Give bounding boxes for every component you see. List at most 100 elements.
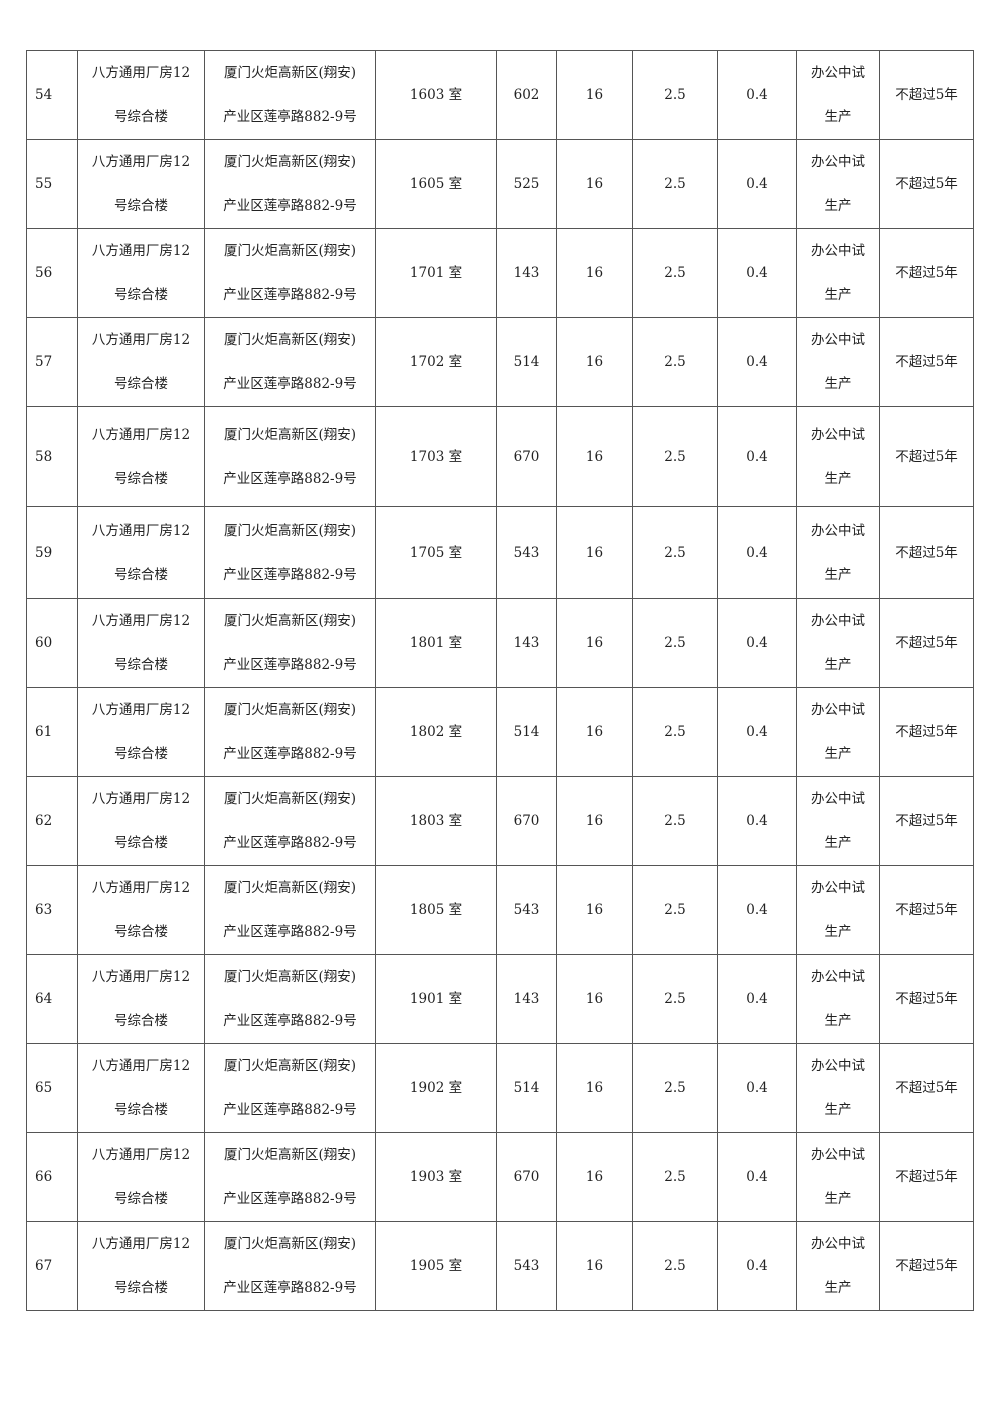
value-cell: 0.4 [717, 954, 797, 1044]
address-cell: 厦门火炬高新区(翔安) 产业区莲亭路882-9号 [204, 1043, 376, 1133]
use-line: 生产 [824, 1013, 852, 1029]
use-line: 办公中试 [811, 332, 865, 348]
address-line: 产业区莲亭路882-9号 [223, 287, 357, 303]
room-cell: 1703 室 [375, 406, 497, 507]
table-row: 66 八方通用厂房12 号综合楼 厦门火炬高新区(翔安) 产业区莲亭路882-9号 190… [26, 1132, 974, 1222]
address-line: 产业区莲亭路882-9号 [223, 109, 357, 125]
address-cell: 厦门火炬高新区(翔安) 产业区莲亭路882-9号 [204, 687, 376, 777]
row-number: 64 [26, 954, 78, 1044]
building-cell: 八方通用厂房12 号综合楼 [77, 1132, 205, 1222]
use-line: 办公中试 [811, 426, 865, 443]
value-cell: 2.5 [632, 1132, 718, 1222]
address-cell: 厦门火炬高新区(翔安) 产业区莲亭路882-9号 [204, 228, 376, 318]
building-cell: 八方通用厂房12 号综合楼 [77, 1221, 205, 1311]
address-line: 产业区莲亭路882-9号 [223, 376, 357, 392]
value-cell: 0.4 [717, 139, 797, 229]
term-cell: 不超过5年 [879, 50, 974, 140]
address-line: 厦门火炬高新区(翔安) [223, 613, 357, 629]
use-cell: 办公中试 生产 [796, 1043, 880, 1133]
address-line: 厦门火炬高新区(翔安) [223, 1147, 357, 1163]
use-line: 生产 [824, 1191, 852, 1207]
area-cell: 143 [496, 228, 557, 318]
address-line: 厦门火炬高新区(翔安) [223, 426, 357, 443]
value-cell: 16 [556, 598, 633, 688]
value-cell: 2.5 [632, 776, 718, 866]
term-cell: 不超过5年 [879, 1132, 974, 1222]
address-cell: 厦门火炬高新区(翔安) 产业区莲亭路882-9号 [204, 1132, 376, 1222]
address-line: 产业区莲亭路882-9号 [223, 746, 357, 762]
address-line: 厦门火炬高新区(翔安) [223, 702, 357, 718]
address-line: 产业区莲亭路882-9号 [223, 657, 357, 673]
use-line: 办公中试 [811, 1147, 865, 1163]
table-row: 62 八方通用厂房12 号综合楼 厦门火炬高新区(翔安) 产业区莲亭路882-9号 180… [26, 776, 974, 866]
value-cell: 2.5 [632, 1043, 718, 1133]
value-cell: 0.4 [717, 506, 797, 599]
value-cell: 16 [556, 139, 633, 229]
value-cell: 2.5 [632, 317, 718, 407]
table-row: 59 八方通用厂房12 号综合楼 厦门火炬高新区(翔安) 产业区莲亭路882-9号 170… [26, 506, 974, 599]
term-cell: 不超过5年 [879, 954, 974, 1044]
term-cell: 不超过5年 [879, 1043, 974, 1133]
use-line: 办公中试 [811, 154, 865, 170]
area-cell: 670 [496, 776, 557, 866]
building-line: 八方通用厂房12 [91, 702, 191, 718]
building-line: 八方通用厂房12 [91, 65, 191, 81]
table-row: 63 八方通用厂房12 号综合楼 厦门火炬高新区(翔安) 产业区莲亭路882-9号 180… [26, 865, 974, 955]
term-cell: 不超过5年 [879, 228, 974, 318]
table-row: 65 八方通用厂房12 号综合楼 厦门火炬高新区(翔安) 产业区莲亭路882-9号 190… [26, 1043, 974, 1133]
area-cell: 525 [496, 139, 557, 229]
address-line: 产业区莲亭路882-9号 [223, 835, 357, 851]
building-line: 号综合楼 [114, 376, 168, 392]
building-line: 号综合楼 [114, 109, 168, 125]
area-cell: 514 [496, 1043, 557, 1133]
term-cell: 不超过5年 [879, 687, 974, 777]
address-cell: 厦门火炬高新区(翔安) 产业区莲亭路882-9号 [204, 598, 376, 688]
row-number: 59 [26, 506, 78, 599]
term-cell: 不超过5年 [879, 865, 974, 955]
row-number: 57 [26, 317, 78, 407]
value-cell: 16 [556, 228, 633, 318]
value-cell: 2.5 [632, 139, 718, 229]
address-line: 产业区莲亭路882-9号 [223, 198, 357, 214]
term-cell: 不超过5年 [879, 139, 974, 229]
address-line: 厦门火炬高新区(翔安) [223, 65, 357, 81]
area-cell: 602 [496, 50, 557, 140]
room-cell: 1702 室 [375, 317, 497, 407]
value-cell: 16 [556, 406, 633, 507]
building-cell: 八方通用厂房12 号综合楼 [77, 228, 205, 318]
table-body: 54 八方通用厂房12 号综合楼 厦门火炬高新区(翔安) 产业区莲亭路882-9号 160… [26, 50, 974, 1311]
building-line: 号综合楼 [114, 1102, 168, 1118]
building-cell: 八方通用厂房12 号综合楼 [77, 139, 205, 229]
use-line: 办公中试 [811, 880, 865, 896]
address-cell: 厦门火炬高新区(翔安) 产业区莲亭路882-9号 [204, 406, 376, 507]
building-line: 号综合楼 [114, 1013, 168, 1029]
room-cell: 1902 室 [375, 1043, 497, 1133]
use-cell: 办公中试 生产 [796, 776, 880, 866]
row-number: 60 [26, 598, 78, 688]
building-line: 八方通用厂房12 [91, 791, 191, 807]
row-number: 61 [26, 687, 78, 777]
room-cell: 1701 室 [375, 228, 497, 318]
use-line: 办公中试 [811, 1236, 865, 1252]
use-cell: 办公中试 生产 [796, 687, 880, 777]
value-cell: 16 [556, 50, 633, 140]
building-cell: 八方通用厂房12 号综合楼 [77, 954, 205, 1044]
building-line: 八方通用厂房12 [91, 522, 191, 539]
table-row: 67 八方通用厂房12 号综合楼 厦门火炬高新区(翔安) 产业区莲亭路882-9号 190… [26, 1221, 974, 1311]
table-row: 60 八方通用厂房12 号综合楼 厦门火炬高新区(翔安) 产业区莲亭路882-9号 180… [26, 598, 974, 688]
table-row: 56 八方通用厂房12 号综合楼 厦门火炬高新区(翔安) 产业区莲亭路882-9号 170… [26, 228, 974, 318]
building-cell: 八方通用厂房12 号综合楼 [77, 687, 205, 777]
address-line: 厦门火炬高新区(翔安) [223, 522, 357, 539]
building-line: 号综合楼 [114, 746, 168, 762]
address-line: 厦门火炬高新区(翔安) [223, 1236, 357, 1252]
building-cell: 八方通用厂房12 号综合楼 [77, 598, 205, 688]
row-number: 65 [26, 1043, 78, 1133]
room-cell: 1905 室 [375, 1221, 497, 1311]
use-cell: 办公中试 生产 [796, 1132, 880, 1222]
building-cell: 八方通用厂房12 号综合楼 [77, 506, 205, 599]
area-cell: 670 [496, 1132, 557, 1222]
use-line: 办公中试 [811, 65, 865, 81]
value-cell: 0.4 [717, 1132, 797, 1222]
room-cell: 1802 室 [375, 687, 497, 777]
building-line: 八方通用厂房12 [91, 154, 191, 170]
